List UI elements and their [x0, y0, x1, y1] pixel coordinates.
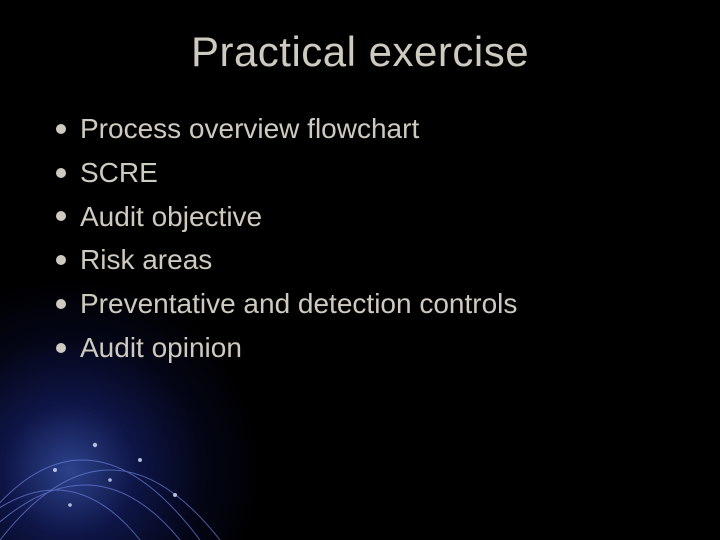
list-item-text: Preventative and detection controls	[80, 285, 517, 323]
list-item-text: Process overview flowchart	[80, 110, 419, 148]
slide-container: Practical exercise Process overview flow…	[0, 0, 720, 540]
bullet-list: Process overview flowchart SCRE Audit ob…	[48, 110, 672, 367]
list-item: Preventative and detection controls	[56, 285, 672, 323]
list-item: Risk areas	[56, 241, 672, 279]
slide-title: Practical exercise	[48, 28, 672, 76]
list-item-text: Risk areas	[80, 241, 212, 279]
list-item: SCRE	[56, 154, 672, 192]
list-item-text: Audit objective	[80, 198, 262, 236]
list-item: Audit objective	[56, 198, 672, 236]
list-item-text: Audit opinion	[80, 329, 242, 367]
bullet-dot-icon	[56, 343, 66, 353]
bullet-dot-icon	[56, 255, 66, 265]
bullet-dot-icon	[56, 168, 66, 178]
bullet-dot-icon	[56, 211, 66, 221]
list-item-text: SCRE	[80, 154, 158, 192]
bullet-dot-icon	[56, 124, 66, 134]
list-item: Process overview flowchart	[56, 110, 672, 148]
bullet-dot-icon	[56, 299, 66, 309]
list-item: Audit opinion	[56, 329, 672, 367]
